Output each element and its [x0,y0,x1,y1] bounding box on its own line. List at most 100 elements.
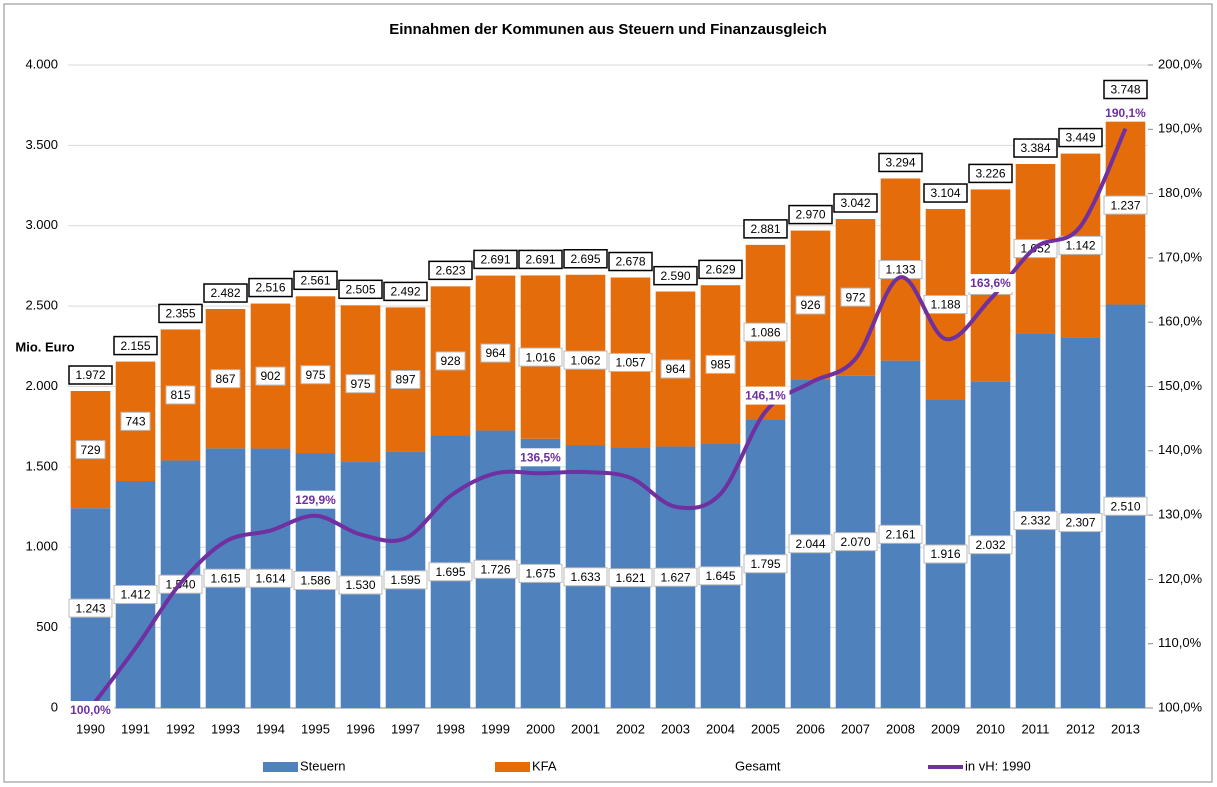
total-label: 2.691 [480,253,510,267]
value-label: 1.412 [120,588,150,602]
line-label: 146,1% [745,389,786,403]
value-label-box [788,534,833,554]
x-tick-label: 1998 [436,721,465,736]
line-label: 190,1% [1105,106,1146,120]
value-label-box [390,370,421,390]
y2-tick-label: 100,0% [1158,699,1203,714]
total-label-box [653,265,698,286]
line-label-box [291,490,340,509]
value-label: 1.726 [480,562,510,576]
value-label: 1.062 [570,353,600,367]
total-label-box [428,260,473,281]
x-tick-label: 2004 [706,721,735,736]
total-label-box [968,163,1013,184]
y-tick-label: 1.000 [25,539,58,554]
total-label: 3.226 [975,167,1005,181]
total-label: 2.695 [570,252,600,266]
y2-tick-label: 140,0% [1158,442,1203,457]
total-label-box [68,365,113,385]
total-label-box [743,219,788,239]
line-label-box [741,386,790,405]
total-label: 2.590 [660,269,690,283]
total-label-box [923,183,968,203]
y2-tick-label: 110,0% [1158,635,1202,650]
x-tick-label: 1992 [166,721,195,736]
total-label-box [248,277,293,298]
value-label-box [743,554,788,574]
chart-title: Einnahmen der Kommunen aus Steuern und F… [389,21,827,38]
value-label-box [660,359,691,379]
x-tick-label: 1996 [346,721,375,736]
total-label-box [473,249,518,270]
value-label-box [608,352,653,372]
legend-label: Gesamt [735,758,781,773]
total-label: 2.881 [750,222,780,236]
value-label: 1.615 [210,571,240,585]
x-tick-label: 1991 [121,721,150,736]
y2-tick-label: 130,0% [1158,507,1203,522]
total-label: 2.155 [120,339,150,353]
value-label: 1.586 [300,574,330,588]
y-tick-label: 3.500 [25,137,58,152]
x-tick-label: 2013 [1111,721,1140,736]
value-label-box [345,374,376,394]
value-label: 1.633 [570,570,600,584]
x-tick-label: 2009 [931,721,960,736]
value-label: 1.142 [1065,239,1095,253]
value-label-box [743,322,788,342]
y-tick-label: 4.000 [25,56,58,71]
value-label-box [1058,513,1103,533]
value-label: 2.070 [840,535,870,549]
x-tick-label: 2000 [526,721,555,736]
value-label: 815 [170,388,190,402]
value-label: 975 [350,377,370,391]
total-label: 3.104 [930,186,960,200]
total-label-box [203,283,248,303]
y2-tick-label: 150,0% [1158,378,1203,393]
x-tick-label: 1999 [481,721,510,736]
value-label: 1.614 [255,571,285,585]
x-tick-label: 2006 [796,721,825,736]
value-label-box [563,567,608,587]
total-label: 2.482 [210,286,240,300]
total-label: 2.678 [615,255,645,269]
total-label-box [1103,79,1148,100]
total-label: 2.516 [255,281,285,295]
y2-tick-label: 200,0% [1158,56,1203,71]
total-label: 3.294 [885,156,915,170]
x-tick-label: 1995 [301,721,330,736]
y-tick-label: 1.500 [25,458,58,473]
value-label: 1.086 [750,325,780,339]
value-label-box [1058,235,1103,255]
x-tick-label: 1993 [211,721,240,736]
value-label-box [968,535,1013,555]
total-label-box [293,270,338,291]
total-label: 2.561 [300,273,330,287]
legend-label: KFA [532,758,557,773]
value-label: 1.057 [615,356,645,370]
value-label-box [518,563,563,583]
value-label: 1.133 [885,263,915,277]
total-label: 2.623 [435,264,465,278]
value-label-box [435,351,466,371]
line-series [88,127,1128,710]
value-label: 1.237 [1110,198,1140,212]
value-label: 964 [665,362,685,376]
total-label: 3.384 [1020,141,1050,155]
x-tick-label: 2005 [751,721,780,736]
total-label: 3.449 [1065,131,1095,145]
value-label-box [300,365,331,385]
value-label: 2.510 [1110,499,1140,513]
value-label-box [68,598,113,618]
line-label-box [516,448,565,467]
y2-tick-label: 160,0% [1158,314,1203,329]
total-label: 3.042 [840,196,870,210]
x-tick-label: 1990 [76,721,105,736]
x-tick-label: 1994 [256,721,285,736]
value-label: 2.332 [1020,514,1050,528]
value-label: 897 [395,373,415,387]
value-label-box [1013,511,1058,531]
value-label: 729 [80,443,100,457]
line-label-box [1101,103,1150,122]
